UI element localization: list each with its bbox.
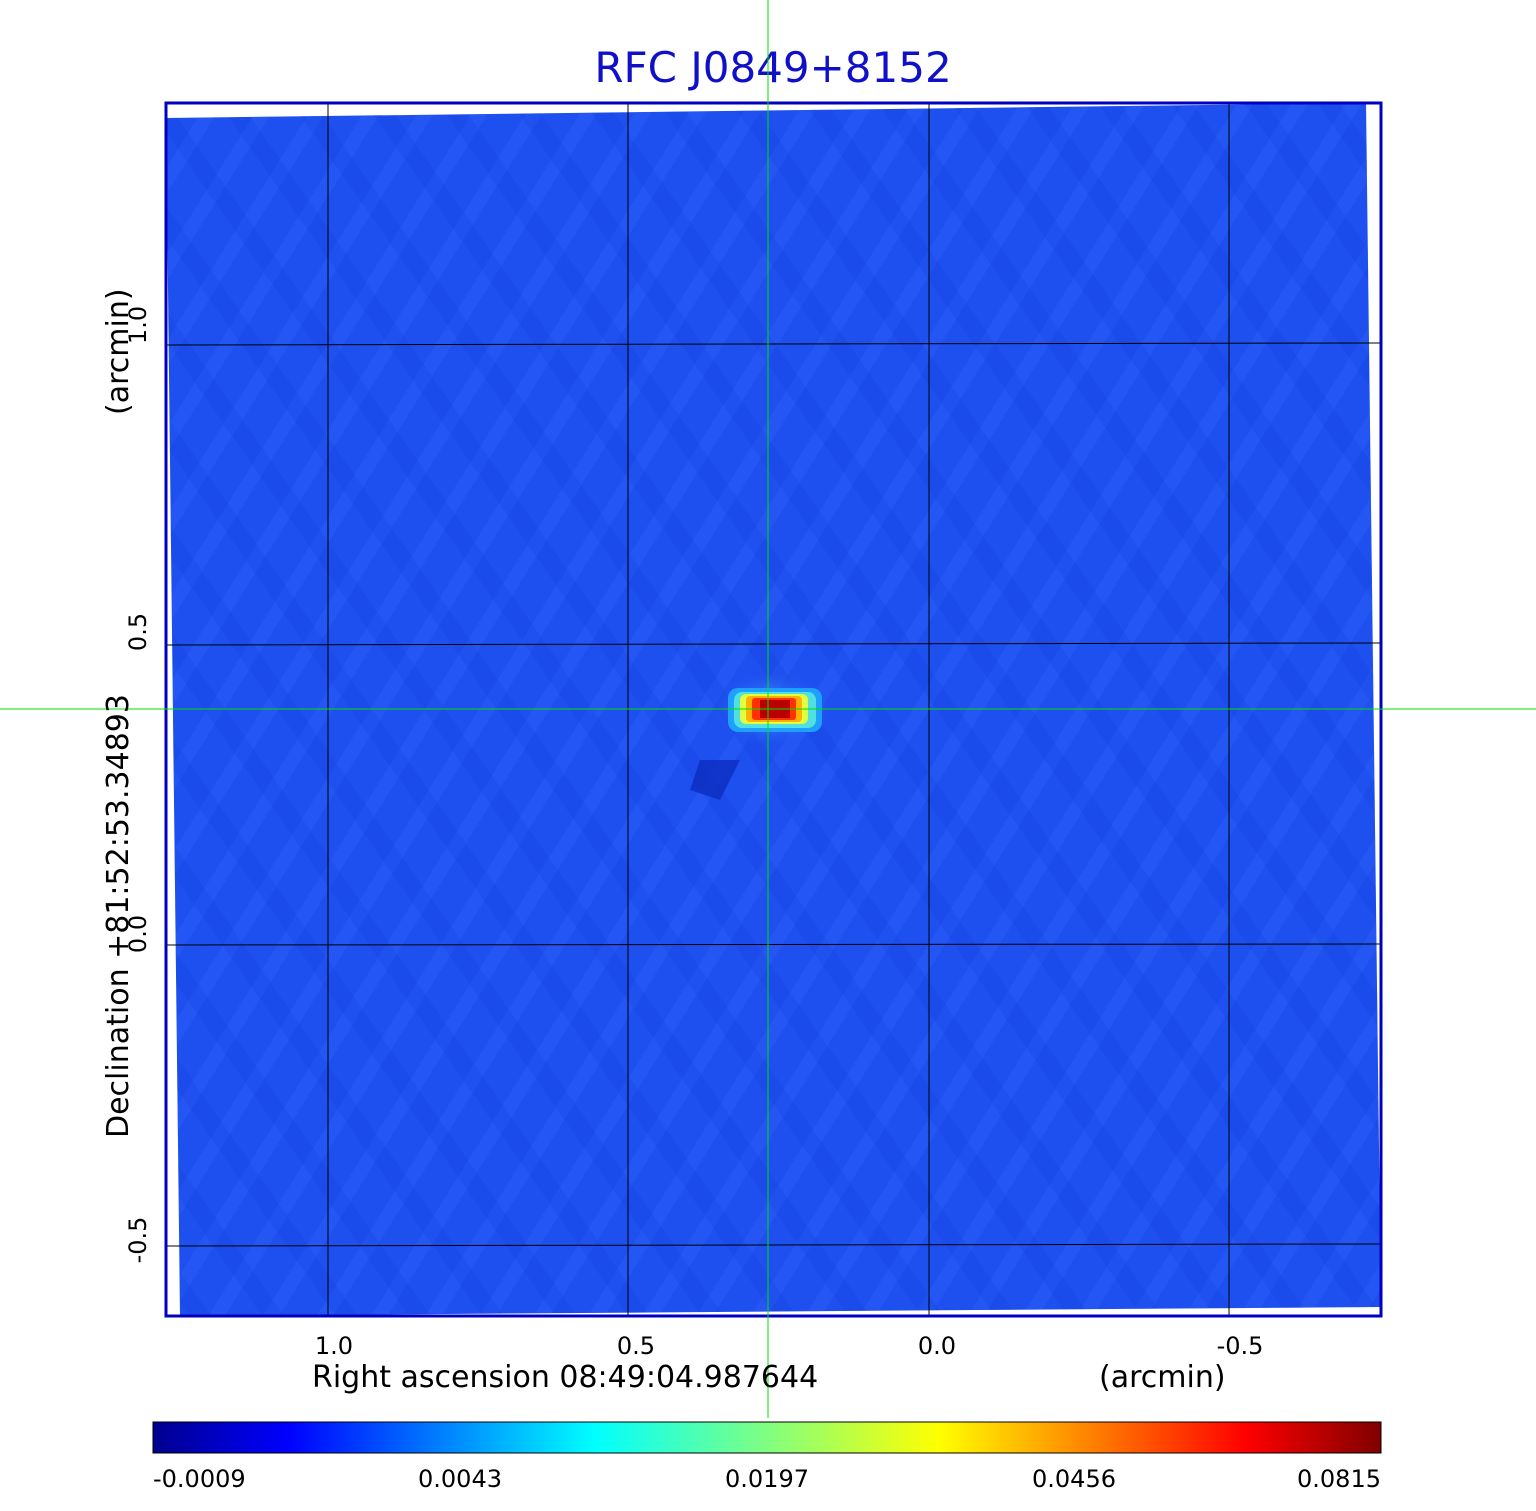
radio-map: [166, 103, 1381, 1316]
y-tick-label: 1.0: [124, 306, 152, 344]
colorbar-tick-label: -0.0009: [153, 1465, 246, 1493]
x-tick-label: 0.5: [617, 1332, 655, 1360]
y-tick-label: 0.5: [124, 613, 152, 651]
y-axis-unit: (arcmin): [101, 288, 136, 415]
crosshair: [0, 0, 1536, 1418]
x-axis-unit: (arcmin): [1099, 1360, 1226, 1395]
colorbar-tick-label: 0.0456: [1032, 1465, 1116, 1493]
colorbar-tick-label: 0.0197: [725, 1465, 809, 1493]
y-tick-label: -0.5: [124, 1217, 152, 1264]
grid-line-dec: [165, 642, 1382, 646]
colorbar-tick-label: 0.0043: [418, 1465, 502, 1493]
grid-line-dec: [165, 342, 1382, 346]
chart-title: RFC J0849+8152: [594, 43, 951, 92]
x-axis-label: Right ascension 08:49:04.987644: [312, 1360, 818, 1395]
colorbar-tick-label: 0.0815: [1297, 1465, 1381, 1493]
grid-line-dec: [165, 1243, 1382, 1247]
x-tick-label: 1.0: [315, 1332, 353, 1360]
x-tick-label: -0.5: [1217, 1332, 1264, 1360]
colorbar: -0.0009 0.0043 0.0197 0.0456 0.0815: [152, 1421, 1382, 1493]
y-tick-label: 0.0: [124, 915, 152, 953]
x-tick-label: 0.0: [918, 1332, 956, 1360]
colorbar-gradient: [152, 1421, 1382, 1454]
map-negative-dip: [690, 760, 740, 800]
grid-line-dec: [165, 943, 1382, 946]
y-axis-label: Declination +81:52:53.34893: [101, 694, 136, 1138]
